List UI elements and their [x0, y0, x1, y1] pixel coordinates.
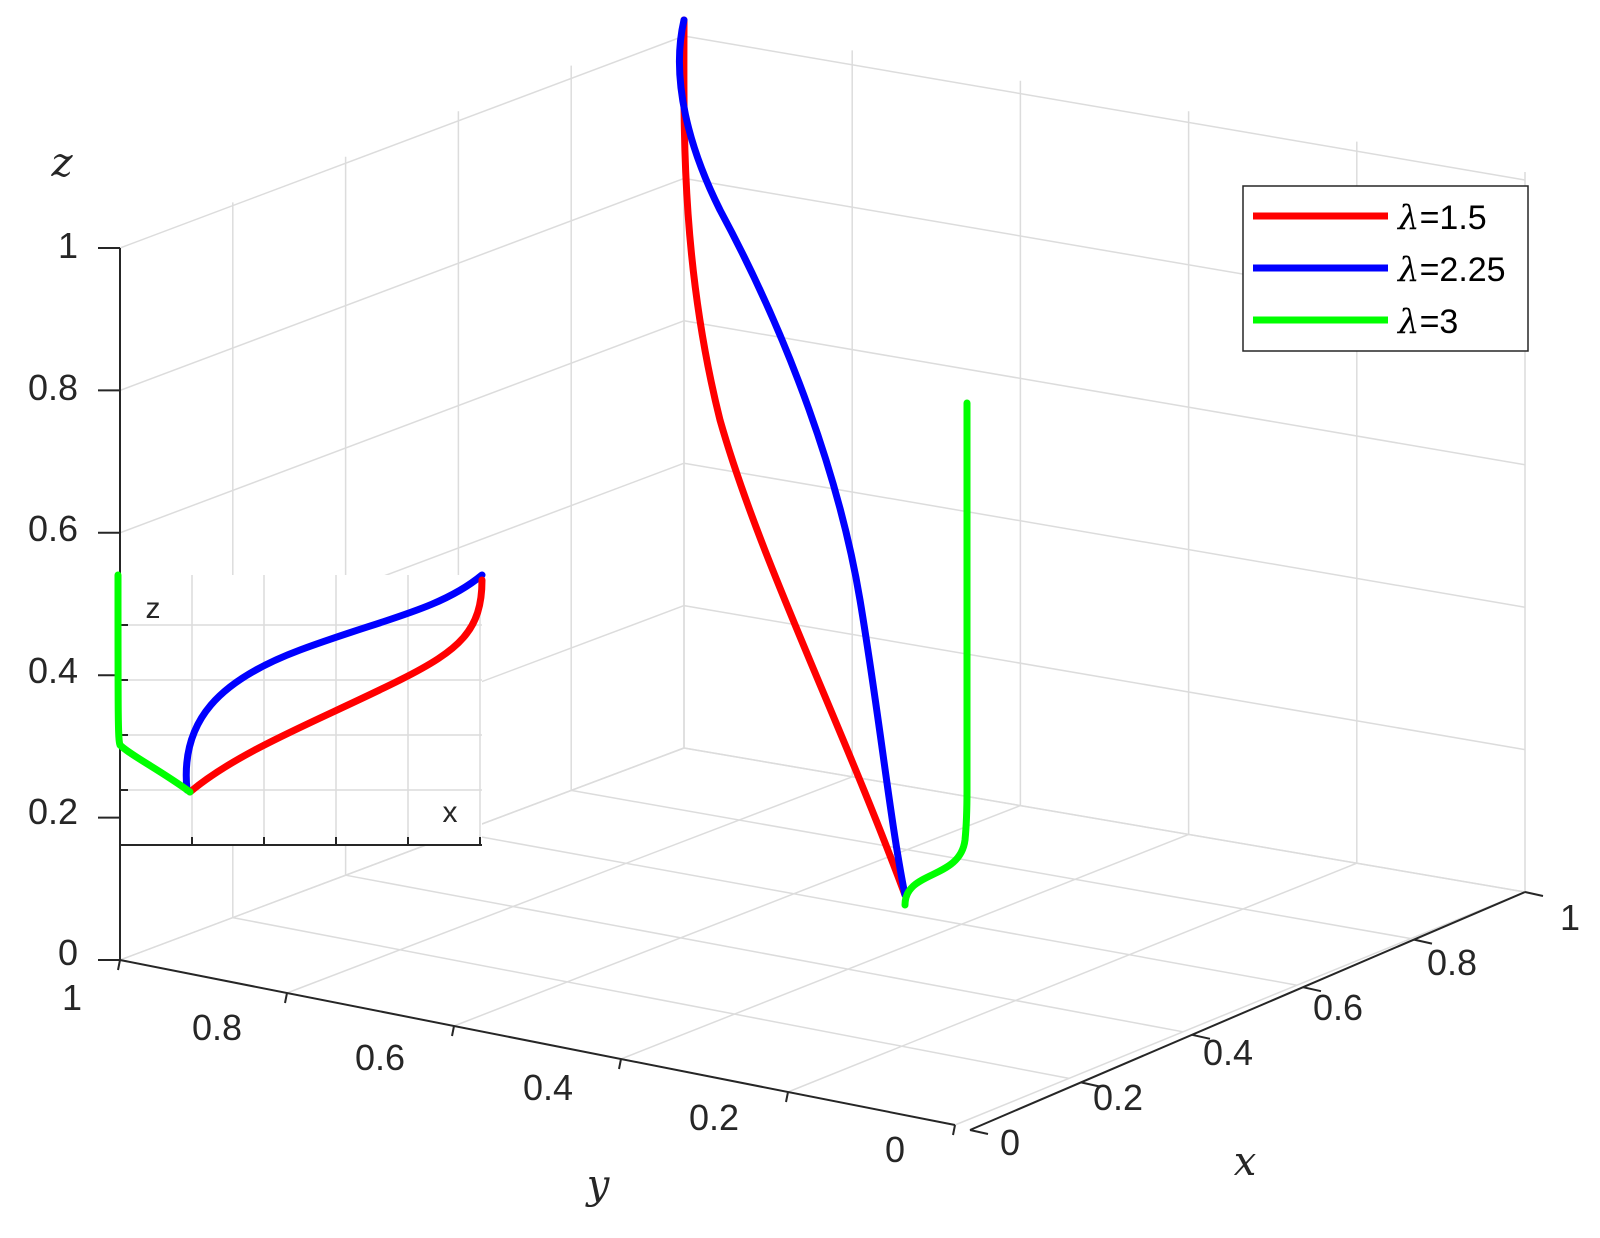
y-tick-label: 0.2: [689, 1097, 739, 1138]
x-tick-label: 0.6: [1313, 987, 1363, 1028]
grid-line: [683, 35, 1526, 181]
grid-line: [683, 604, 1526, 751]
y-tick-label: 0.4: [523, 1067, 573, 1108]
grid-line: [119, 177, 685, 392]
x-tick: [1191, 1033, 1211, 1040]
z-tick-label: 0: [58, 932, 78, 973]
z-tick-label: 0.2: [28, 791, 78, 832]
grid-line: [683, 747, 1526, 893]
grid-line: [453, 804, 1021, 1027]
inset-z-label: z: [146, 592, 161, 625]
x-tick: [1413, 938, 1433, 945]
inset-line-lambda-2-25: [182, 571, 486, 794]
grid-line: [345, 874, 1184, 1033]
x-tick-label: 0.8: [1427, 942, 1477, 983]
grid-line: [683, 462, 1526, 608]
y-tick: [785, 1091, 789, 1103]
legend-entry-lambda-3: λ=3: [1396, 302, 1458, 342]
grid-line: [683, 320, 1526, 466]
z-tick-label: 0.6: [28, 508, 78, 549]
y-tick: [117, 959, 121, 971]
z-axis-label: z: [50, 140, 73, 186]
y-tick: [618, 1058, 622, 1070]
main-curves: [675, 16, 971, 909]
x-tick-label: 1: [1560, 897, 1580, 938]
x-tick-label: 0.4: [1203, 1032, 1253, 1073]
grid-line: [571, 789, 1412, 940]
grid-line: [286, 776, 853, 994]
z-tick-label: 0.8: [28, 367, 78, 408]
y-tick: [952, 1124, 956, 1136]
x-tick-label: 0: [1000, 1122, 1020, 1163]
y-tick-label: 0: [885, 1129, 905, 1170]
series-line-lambda-2-25: [675, 16, 909, 899]
grid-line: [787, 862, 1358, 1093]
x-tick: [969, 1129, 989, 1135]
grid-line: [119, 35, 685, 249]
y-axis-line: [119, 959, 956, 1126]
x-tick-label: 0.2: [1093, 1077, 1143, 1118]
y-tick-label: 1: [62, 977, 82, 1018]
inset-x-label: x: [443, 796, 458, 829]
y-tick: [284, 992, 288, 1004]
grid-line: [119, 320, 685, 534]
y-axis-label: y: [585, 1162, 611, 1208]
z-tick-label: 0.4: [28, 650, 78, 691]
x-tick: [1302, 986, 1322, 993]
x-axis-line: [969, 891, 1526, 1131]
grid-line: [954, 891, 1526, 1126]
z-tick-label: 1: [58, 225, 78, 266]
inset-line-lambda-1-5: [186, 576, 486, 796]
x-axis-label: x: [1234, 1139, 1257, 1185]
legend: λ=1.5 λ=2.25 λ=3: [1242, 185, 1529, 352]
x-tick: [1080, 1081, 1100, 1088]
series-line-lambda-3: [901, 399, 971, 909]
legend-entry-lambda-2-25: λ=2.25: [1396, 250, 1506, 290]
inset-background: [120, 575, 482, 845]
grid-line: [458, 832, 1298, 986]
series-line-lambda-1-5: [680, 16, 909, 899]
y-tick-label: 0.6: [355, 1037, 405, 1078]
inset-plot: z x: [114, 571, 486, 846]
y-tick-label: 0.8: [192, 1007, 242, 1048]
legend-entry-lambda-1-5: λ=1.5: [1396, 198, 1487, 238]
grid-line: [119, 747, 685, 961]
grid-line: [620, 833, 1189, 1060]
y-tick: [451, 1025, 455, 1037]
inset-line-lambda-3: [114, 571, 194, 796]
grid-line: [232, 916, 1070, 1080]
x-tick: [1524, 891, 1544, 897]
tick-labels: 0 0.2 0.4 0.6 0.8 1 1 0.8 0.6 0.4 0.2 0 …: [28, 225, 1580, 1170]
